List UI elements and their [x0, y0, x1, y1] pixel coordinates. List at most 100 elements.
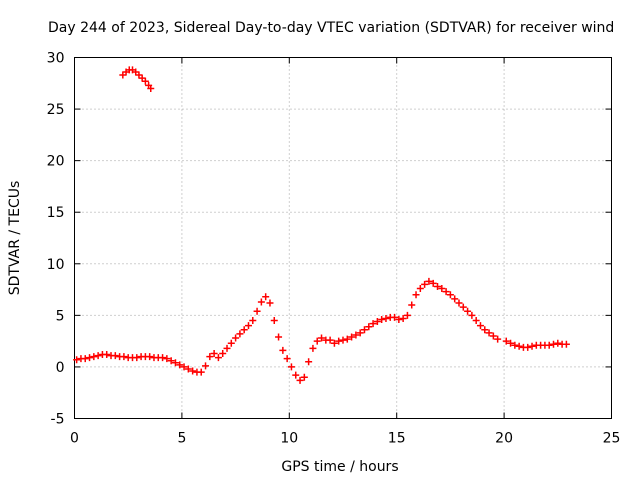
data-point [339, 336, 347, 344]
axis-ticks [74, 57, 612, 419]
x-tick-label: 25 [603, 431, 621, 447]
data-point [399, 314, 407, 322]
chart-title: Day 244 of 2023, Sidereal Day-to-day VTE… [48, 20, 614, 36]
data-point [472, 317, 480, 325]
x-tick-label: 5 [177, 431, 186, 447]
data-point [227, 339, 235, 347]
data-point [300, 373, 308, 381]
y-tick-label: 15 [47, 205, 65, 221]
data-point [159, 354, 167, 362]
data-point [167, 357, 175, 365]
data-point [481, 326, 489, 334]
y-tick-label: 20 [47, 154, 65, 170]
data-point [133, 354, 141, 362]
data-point [489, 332, 497, 340]
data-point [184, 365, 192, 373]
data-point [425, 277, 433, 285]
data-point [459, 303, 467, 311]
data-point [515, 342, 523, 350]
x-tick-labels: 0 5 10 15 20 25 [70, 431, 620, 447]
data-point [287, 363, 295, 371]
data-point [468, 311, 476, 319]
data-point [176, 361, 184, 369]
data-point [309, 344, 317, 352]
data-point [485, 329, 493, 337]
data-point [395, 315, 403, 323]
y-tick-label: 5 [56, 308, 65, 324]
data-point [146, 353, 154, 361]
x-axis-label: GPS time / hours [281, 459, 398, 475]
data-point [197, 368, 205, 376]
data-point [206, 353, 214, 361]
data-point [550, 340, 558, 348]
data-point [171, 359, 179, 367]
y-axis-label: SDTVAR / TECUs [7, 181, 23, 296]
data-point [476, 322, 484, 330]
data-point [90, 353, 98, 361]
data-point [378, 315, 386, 323]
data-point [103, 351, 111, 359]
data-point [343, 335, 351, 343]
data-point [408, 301, 416, 309]
data-point [507, 339, 515, 347]
data-point [86, 354, 94, 362]
data-point [455, 299, 463, 307]
data-point [326, 336, 334, 344]
data-point [283, 355, 291, 363]
data-point [141, 77, 149, 85]
data-point [257, 298, 265, 306]
data-point [356, 329, 364, 337]
data-point [382, 314, 390, 322]
y-tick-label: 30 [47, 51, 65, 67]
data-point [360, 326, 368, 334]
data-point [554, 339, 562, 347]
data-point [292, 371, 300, 379]
data-marks [73, 66, 570, 384]
data-point [232, 334, 240, 342]
grid [74, 57, 612, 419]
data-point [442, 288, 450, 296]
data-point [94, 352, 102, 360]
data-point [524, 343, 532, 351]
data-point [438, 285, 446, 293]
data-point [275, 333, 283, 341]
data-point [421, 280, 429, 288]
data-point [202, 362, 210, 370]
data-point [335, 337, 343, 345]
data-point [434, 282, 442, 290]
data-point [318, 334, 326, 342]
data-point [403, 311, 411, 319]
data-point [562, 340, 570, 348]
y-tick-label: 25 [47, 102, 65, 118]
data-point [253, 307, 261, 315]
data-point [189, 367, 197, 375]
data-point [270, 317, 278, 325]
data-point [244, 322, 252, 330]
data-point [119, 71, 127, 79]
data-point [240, 326, 248, 334]
data-point [545, 341, 553, 349]
data-point [446, 291, 454, 299]
x-tick-label: 15 [388, 431, 406, 447]
data-point [502, 337, 510, 345]
y-tick-labels: -5 0 5 10 15 20 25 30 [47, 51, 65, 428]
data-point [266, 299, 274, 307]
data-point [163, 355, 171, 363]
x-tick-label: 0 [70, 431, 79, 447]
data-point [111, 352, 119, 360]
data-point [348, 333, 356, 341]
data-point [464, 307, 472, 315]
series-early-high-segment [119, 66, 155, 92]
data-point [373, 318, 381, 326]
data-point [262, 293, 270, 301]
data-point [132, 68, 140, 76]
data-point [223, 344, 231, 352]
x-tick-label: 20 [495, 431, 513, 447]
data-point [279, 346, 287, 354]
plot-frame [74, 57, 612, 419]
data-point [330, 339, 338, 347]
x-tick-label: 10 [280, 431, 298, 447]
y-tick-label: 0 [56, 360, 65, 376]
data-point [180, 363, 188, 371]
data-point [429, 279, 437, 287]
